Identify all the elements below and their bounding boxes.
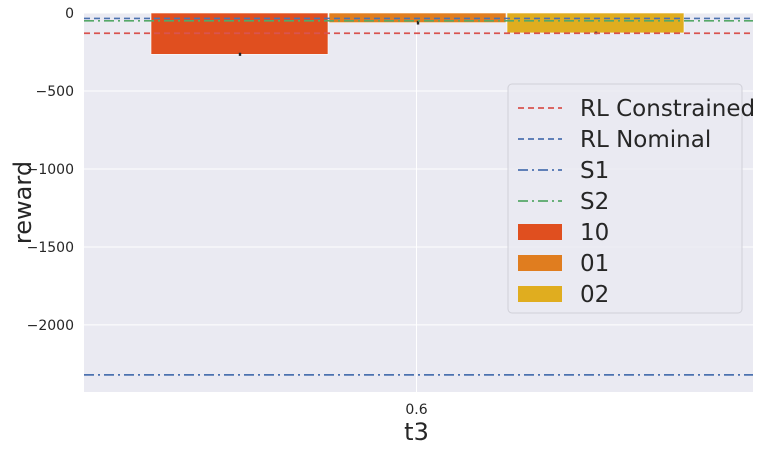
legend-label: 02	[580, 282, 609, 308]
legend-swatch	[518, 286, 562, 302]
legend-label: 01	[580, 251, 609, 277]
legend-label: RL Constrained	[580, 96, 755, 122]
x-tick-labels: 0.6	[405, 402, 427, 418]
y-tick-label: −1000	[27, 162, 74, 178]
legend-label: S1	[580, 158, 609, 184]
y-tick-label: 0	[65, 6, 74, 22]
legend-label: 10	[580, 220, 609, 246]
y-tick-label: −1500	[27, 240, 74, 256]
bar-02	[506, 12, 685, 34]
legend-box	[507, 83, 743, 314]
legend-label: S2	[580, 189, 609, 215]
legend-label: RL Nominal	[580, 127, 711, 153]
y-tick-label: −2000	[27, 318, 74, 334]
reference-lines	[84, 17, 753, 376]
x-axis-title: t3	[404, 418, 429, 446]
y-tick-labels: 0 −500 −1000 −1500 −2000	[27, 6, 74, 334]
legend-swatch	[518, 224, 562, 240]
legend-swatch	[518, 255, 562, 271]
y-tick-label: −500	[36, 84, 74, 100]
x-tick-label: 0.6	[405, 402, 427, 418]
legend: RL Constrained RL Nominal S1 S2 10 01 02	[507, 83, 755, 314]
y-axis-title: reward	[9, 161, 37, 244]
